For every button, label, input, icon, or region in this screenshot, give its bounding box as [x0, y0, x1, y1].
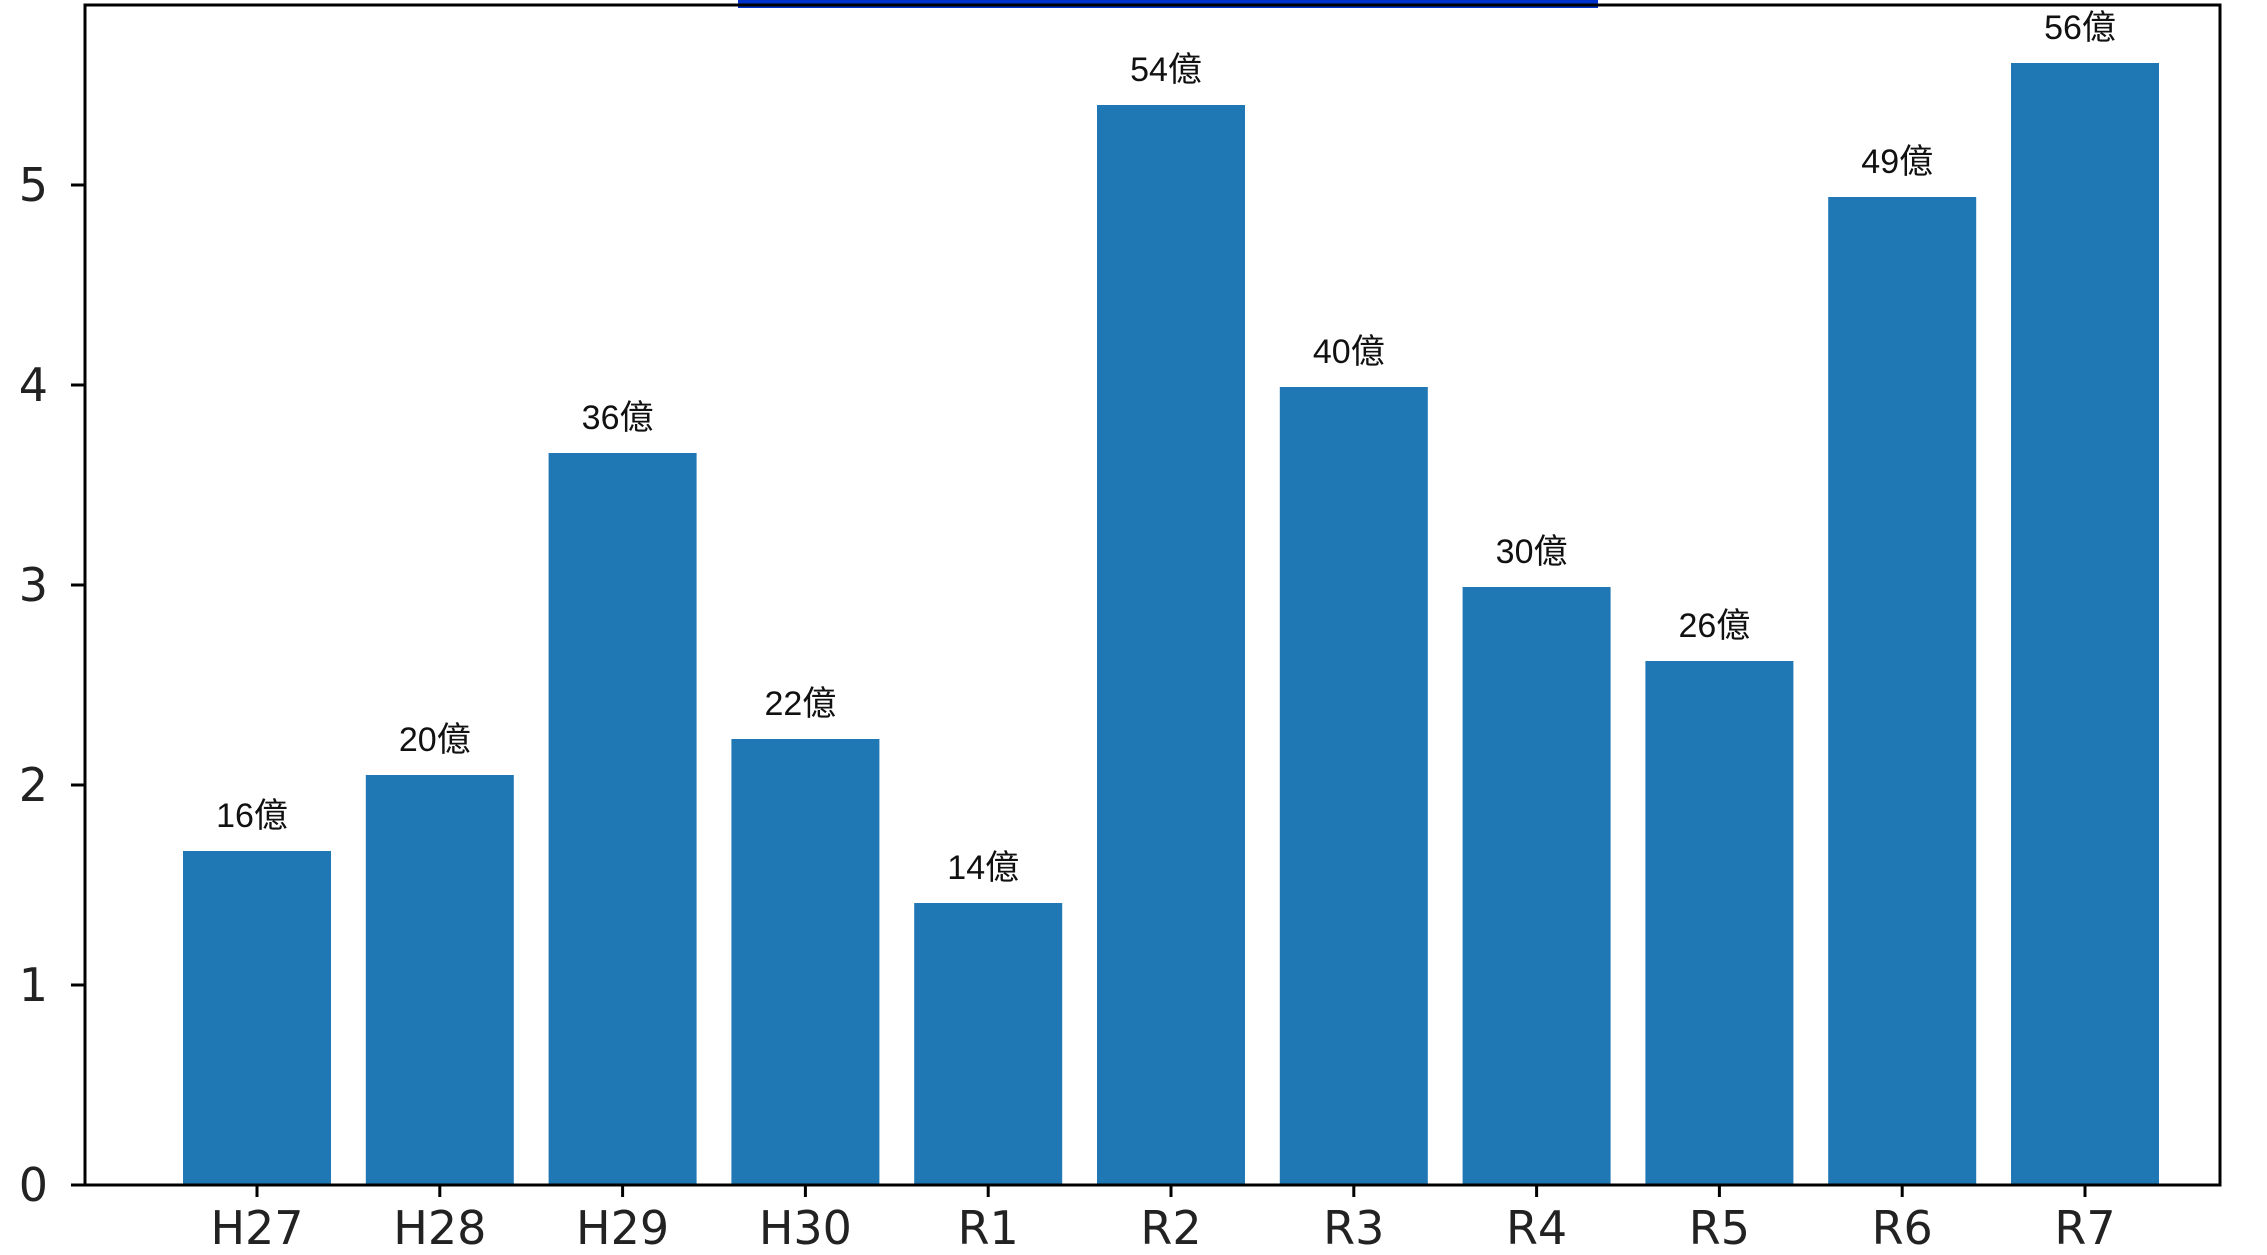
y-tick-label: 0 — [19, 1158, 48, 1212]
y-tick-label: 5 — [19, 158, 48, 212]
x-tick-label: H30 — [759, 1201, 852, 1255]
x-tick-label: H29 — [576, 1201, 669, 1255]
x-tick-label: R3 — [1323, 1201, 1384, 1255]
bar-r7 — [2011, 63, 2159, 1185]
data-label: 14億 — [947, 849, 1019, 887]
y-tick-label: 2 — [19, 758, 48, 812]
x-tick-label: H27 — [210, 1201, 303, 1255]
bar-r1 — [914, 903, 1063, 1185]
y-tick-label: 1 — [19, 958, 48, 1012]
bar-r6 — [1828, 197, 1977, 1185]
bar-r5 — [1645, 661, 1794, 1185]
bar-r4 — [1462, 587, 1611, 1185]
data-label: 49億 — [1861, 143, 1933, 181]
x-tick-label: R2 — [1140, 1201, 1201, 1255]
x-tick-label: R6 — [1872, 1201, 1933, 1255]
data-label: 20億 — [399, 721, 471, 759]
data-label: 26億 — [1678, 607, 1750, 645]
data-label: 40億 — [1313, 333, 1385, 371]
data-label: 22億 — [764, 685, 836, 723]
bar-h27 — [183, 851, 331, 1185]
x-tick-label: R7 — [2054, 1201, 2115, 1255]
bar-r2 — [1097, 105, 1245, 1185]
x-tick-label: R5 — [1689, 1201, 1750, 1255]
data-labels-group: 16億 20億 36億 22億 14億 54億 40億 30億 26億 49億 56億 — [216, 9, 2116, 887]
bar-h28 — [365, 775, 514, 1185]
data-label: 30億 — [1496, 533, 1568, 571]
x-tick-label: H28 — [393, 1201, 486, 1255]
bars-group — [183, 63, 2159, 1185]
x-tick-label: R1 — [958, 1201, 1019, 1255]
bar-h29 — [548, 453, 697, 1185]
data-label: 16億 — [216, 797, 288, 835]
x-axis: H27 H28 H29 H30 R1 R2 R3 R4 R5 R6 R7 — [210, 1185, 2116, 1255]
y-tick-label: 4 — [19, 358, 48, 412]
data-label: 56億 — [2044, 9, 2116, 47]
data-label: 54億 — [1130, 51, 1202, 89]
bar-h30 — [731, 739, 880, 1185]
plot-area-frame — [83, 3, 2222, 1187]
x-tick-label: R4 — [1506, 1201, 1567, 1255]
y-axis: 0 1 2 3 4 5 — [19, 158, 85, 1212]
y-tick-label: 3 — [19, 558, 48, 612]
bar-r3 — [1279, 387, 1428, 1185]
data-label: 36億 — [582, 399, 654, 437]
